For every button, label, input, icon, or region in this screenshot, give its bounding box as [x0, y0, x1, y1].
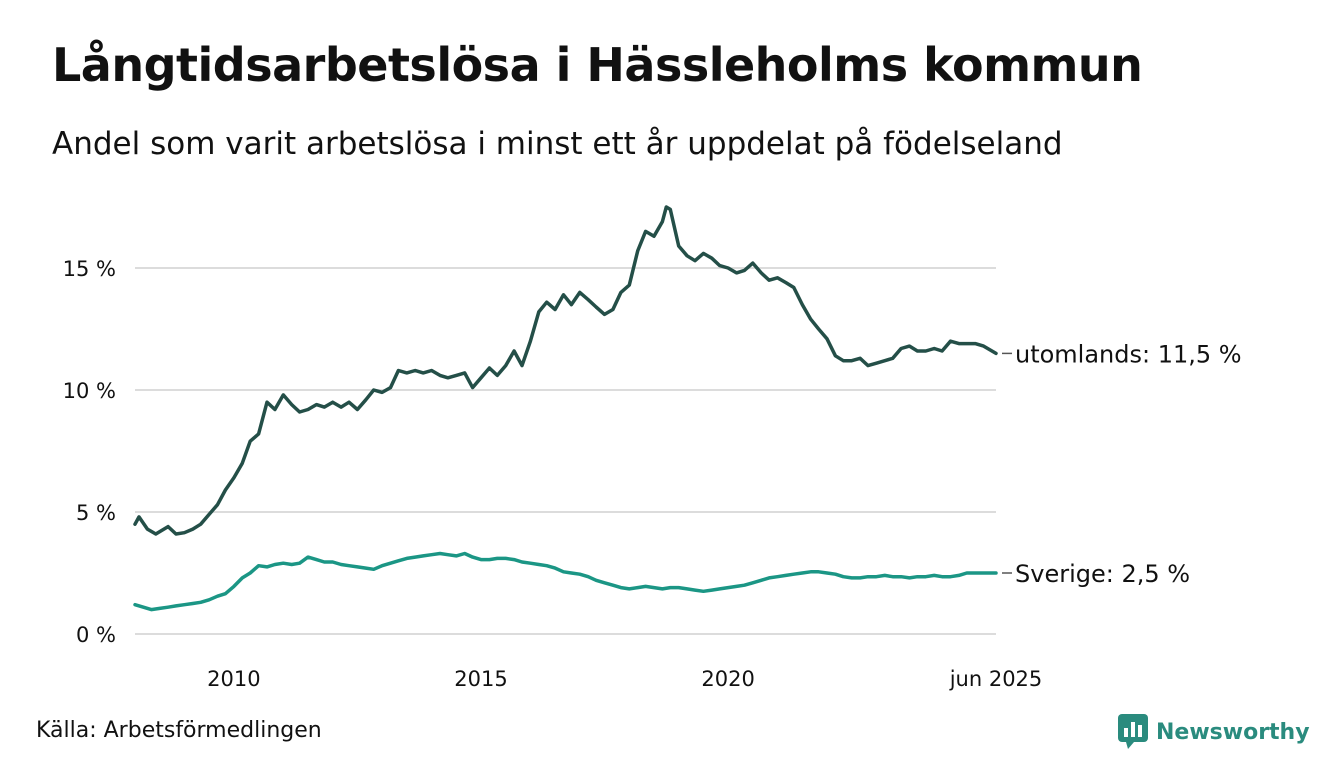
x-tick-label: 2010 — [207, 667, 260, 691]
grid-lines — [135, 267, 996, 635]
chart-subtitle: Andel som varit arbetslösa i minst ett å… — [52, 126, 1063, 162]
x-tick-label: 2015 — [454, 667, 507, 691]
chart-title: Långtidsarbetslösa i Hässleholms kommun — [52, 38, 1143, 92]
newsworthy-icon — [1118, 714, 1148, 749]
series-end-label-utomlands: utomlands: 11,5 % — [1015, 340, 1242, 368]
series-line-utomlands — [133, 205, 998, 536]
series-end-labels: utomlands: 11,5 % Sverige: 2,5 % — [1002, 340, 1242, 588]
brand-logo[interactable]: Newsworthy — [1118, 712, 1310, 752]
y-tick-label: 0 % — [76, 623, 116, 647]
x-tick-label: jun 2025 — [949, 667, 1043, 691]
x-axis-ticks: 2010 2015 2020 jun 2025 — [207, 667, 1042, 691]
series-line-sverige — [133, 551, 998, 612]
x-tick-label: 2020 — [701, 667, 754, 691]
series-lines — [133, 205, 998, 612]
y-tick-label: 15 % — [63, 257, 116, 281]
brand-name: Newsworthy — [1156, 719, 1310, 745]
y-tick-label: 5 % — [76, 501, 116, 525]
y-axis-ticks: 0 % 5 % 10 % 15 % — [63, 257, 116, 647]
y-tick-label: 10 % — [63, 379, 116, 403]
source-note: Källa: Arbetsförmedlingen — [36, 718, 322, 743]
series-end-label-sverige: Sverige: 2,5 % — [1015, 560, 1190, 588]
